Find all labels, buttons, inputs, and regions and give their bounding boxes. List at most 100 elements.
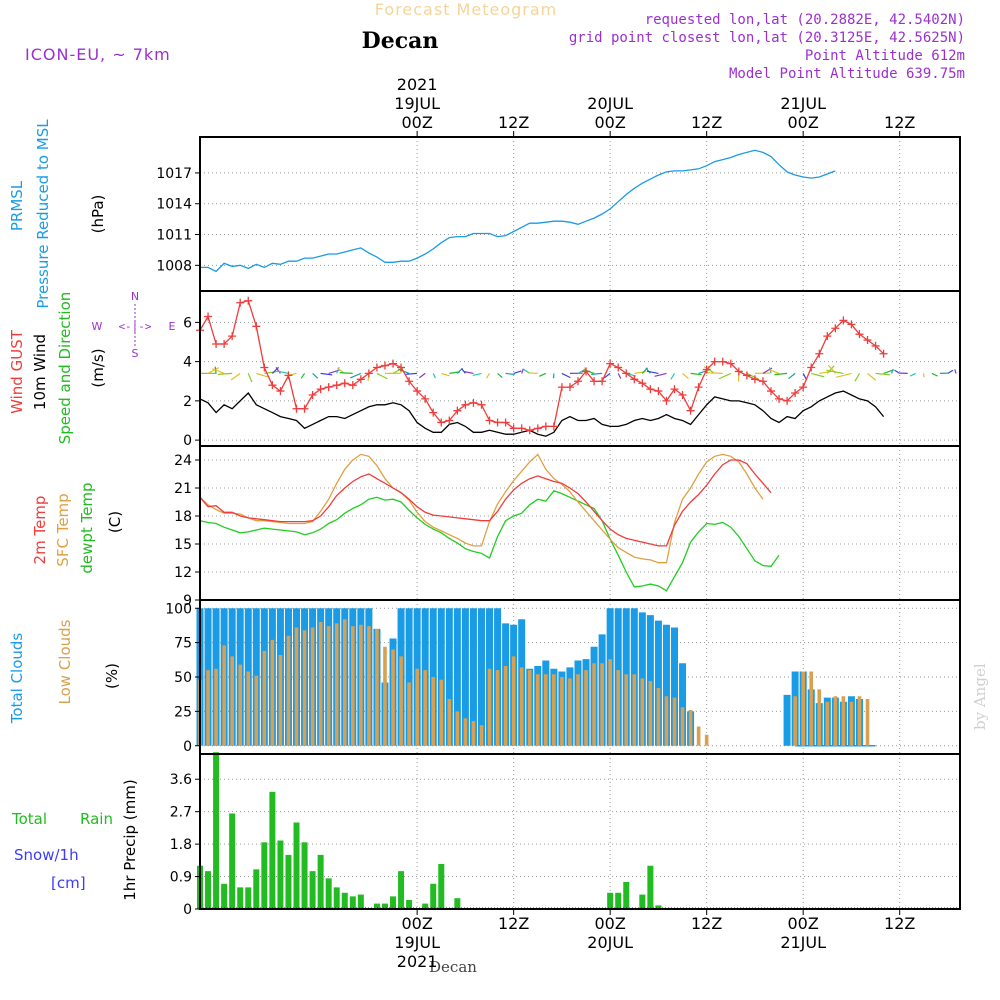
low-cloud-bar bbox=[560, 677, 564, 746]
gust-marker bbox=[831, 324, 840, 333]
low-cloud-bar bbox=[664, 696, 669, 746]
gust-marker bbox=[276, 387, 285, 396]
wind-direction-arrow bbox=[497, 372, 503, 379]
wind-speed-dir-label: Speed and Direction bbox=[56, 292, 74, 445]
gust-marker bbox=[622, 369, 631, 378]
temp-unit-label: (C) bbox=[106, 511, 124, 533]
low-cloud-bar bbox=[367, 626, 371, 746]
prmsl-label: PRMSL bbox=[8, 180, 26, 231]
total-clouds-label: Total Clouds bbox=[8, 633, 26, 725]
gust-marker bbox=[453, 406, 462, 415]
low-cloud-bar bbox=[262, 650, 267, 746]
gust-marker bbox=[710, 357, 719, 366]
gust-marker bbox=[807, 363, 816, 372]
gust-marker bbox=[340, 379, 349, 388]
wind-direction-arrow bbox=[464, 371, 474, 374]
y-tick-label: 18 bbox=[174, 509, 192, 525]
wind-direction-arrow bbox=[954, 369, 957, 374]
panel-frame-temp bbox=[199, 445, 961, 601]
wind-direction-arrow bbox=[461, 367, 466, 374]
model-altitude: Model Point Altitude 639.75m bbox=[729, 66, 965, 82]
wind-direction-arrow bbox=[256, 372, 270, 378]
rain-bar bbox=[357, 894, 364, 909]
temp-axis-labels: 2m Temp SFC Temp dewpt Temp (C) bbox=[31, 482, 124, 573]
gust-marker bbox=[533, 424, 542, 433]
y-tick-label: 50 bbox=[174, 670, 192, 686]
low-cloud-bar bbox=[608, 659, 612, 746]
precip-unit-label: 1hr Precip (mm) bbox=[121, 779, 139, 900]
compass-n: N bbox=[131, 290, 139, 303]
low-cloud-bar bbox=[286, 635, 291, 746]
low-cloud-bar bbox=[592, 663, 596, 746]
wind-direction-arrow bbox=[854, 373, 860, 382]
dewpoint-line bbox=[199, 490, 780, 592]
subtitle: Forecast Meteogram bbox=[375, 0, 557, 19]
wind-direction-arrow bbox=[320, 372, 333, 376]
bottom-time-label: 12Z bbox=[691, 914, 722, 933]
bottom-time-label: 12Z bbox=[498, 914, 529, 933]
wind-direction-arrow bbox=[718, 372, 732, 380]
rain-bar bbox=[373, 903, 380, 909]
location-title: Decan bbox=[362, 28, 439, 54]
gust-marker bbox=[654, 387, 663, 396]
low-cloud-bar bbox=[616, 670, 621, 746]
wind-direction-arrow bbox=[617, 373, 622, 379]
rain-bar bbox=[341, 892, 348, 909]
gust-marker bbox=[598, 377, 607, 386]
low-cloud-bar bbox=[302, 630, 307, 746]
low-cloud-bar bbox=[793, 696, 797, 746]
y-tick-label: 2.7 bbox=[170, 805, 192, 821]
wind-direction-arrow bbox=[769, 369, 780, 374]
gust-marker bbox=[549, 422, 558, 431]
gust-marker bbox=[767, 387, 776, 396]
y-tick-label: 21 bbox=[174, 481, 192, 497]
gust-marker bbox=[541, 422, 550, 431]
rain-bar bbox=[309, 871, 316, 909]
rain-bar bbox=[607, 892, 614, 909]
gust-marker bbox=[783, 396, 792, 405]
y-tick-label: 100 bbox=[165, 601, 192, 617]
total-cloud-bar bbox=[461, 608, 469, 746]
pressure-axis-labels: PRMSL Pressure Reduced to MSL (hPa) bbox=[8, 119, 107, 309]
top-time-label: 12Z bbox=[498, 113, 529, 132]
gust-marker bbox=[742, 371, 751, 380]
rain-bar bbox=[422, 903, 429, 909]
top-time-label: 00Z bbox=[401, 113, 432, 132]
pressure-reduced-label: Pressure Reduced to MSL bbox=[34, 119, 52, 309]
compass-w: W bbox=[92, 320, 103, 333]
rain-label: Rain bbox=[80, 810, 113, 828]
gust-marker bbox=[799, 383, 808, 392]
gust-marker bbox=[300, 404, 309, 413]
pressure-unit-label: (hPa) bbox=[89, 195, 107, 234]
y-tick-label: 1011 bbox=[156, 228, 192, 244]
gust-marker bbox=[268, 381, 277, 390]
data-marks bbox=[196, 150, 960, 909]
rain-bar bbox=[390, 896, 397, 909]
gust-marker bbox=[750, 375, 759, 384]
gust-marker bbox=[847, 320, 856, 329]
gust-marker bbox=[718, 357, 727, 366]
low-cloud-bar bbox=[495, 670, 500, 746]
y-tick-label: 12 bbox=[174, 565, 192, 581]
wind-direction-arrow bbox=[538, 372, 547, 377]
low-cloud-bar bbox=[511, 656, 516, 746]
wind-direction-arrow bbox=[891, 369, 894, 374]
top-time-label: 12Z bbox=[884, 113, 915, 132]
total-cloud-bar bbox=[646, 615, 654, 746]
top-time-label: 2021 bbox=[397, 75, 438, 94]
axis-tick-labels: 1008101110141017024691215182124025507510… bbox=[156, 75, 915, 971]
y-tick-label: 24 bbox=[174, 453, 192, 469]
gust-marker bbox=[292, 404, 301, 413]
temp-2m-label: 2m Temp bbox=[31, 496, 49, 565]
wind-direction-arrow bbox=[875, 372, 891, 376]
panel-frame-wind bbox=[199, 290, 961, 447]
low-cloud-bar bbox=[801, 671, 805, 746]
wind-direction-arrow bbox=[300, 373, 306, 379]
gust-marker bbox=[879, 349, 888, 358]
gust-marker bbox=[646, 385, 655, 394]
gust-marker bbox=[525, 426, 534, 435]
low-cloud-bar bbox=[817, 689, 822, 746]
top-time-label: 00Z bbox=[594, 113, 625, 132]
low-cloud-bar bbox=[399, 656, 403, 746]
total-cloud-bar bbox=[469, 608, 477, 746]
